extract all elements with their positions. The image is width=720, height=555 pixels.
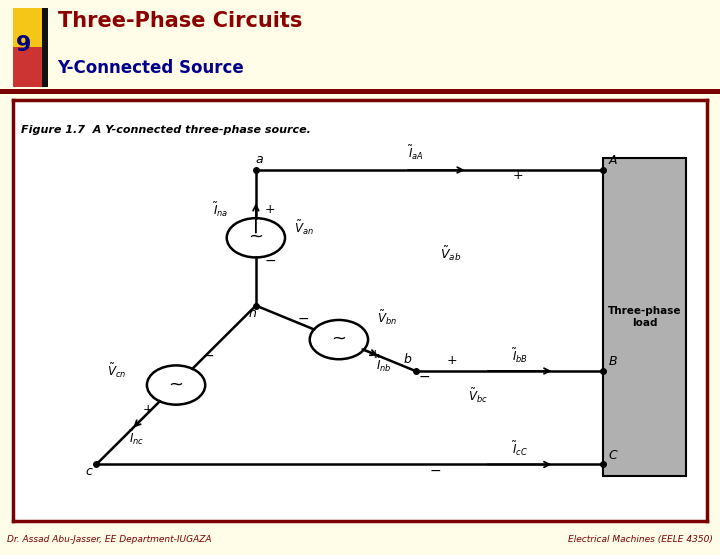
Text: $\tilde{I}_{nb}$: $\tilde{I}_{nb}$: [376, 355, 392, 374]
Text: +: +: [370, 349, 380, 361]
Text: −: −: [297, 312, 309, 326]
Text: −: −: [429, 464, 441, 478]
Text: b: b: [403, 352, 411, 366]
Bar: [13, 8, 42, 87]
Text: +: +: [446, 354, 457, 367]
Text: c: c: [86, 465, 93, 478]
Text: +: +: [143, 403, 154, 416]
Text: $\tilde{I}_{na}$: $\tilde{I}_{na}$: [212, 200, 228, 219]
Text: Dr. Assad Abu-Jasser, EE Department-IUGAZA: Dr. Assad Abu-Jasser, EE Department-IUGA…: [7, 535, 212, 544]
Text: $\tilde{I}_{aA}$: $\tilde{I}_{aA}$: [408, 144, 423, 163]
Text: −: −: [264, 254, 276, 268]
Text: 9: 9: [16, 36, 31, 56]
Text: $\tilde{V}_{ab}$: $\tilde{V}_{ab}$: [440, 244, 461, 263]
Bar: [42, 8, 48, 87]
Text: $\tilde{V}_{cn}$: $\tilde{V}_{cn}$: [107, 361, 126, 380]
Text: $\tilde{V}_{bc}$: $\tilde{V}_{bc}$: [467, 387, 487, 406]
Text: $\tilde{V}_{an}$: $\tilde{V}_{an}$: [294, 219, 314, 237]
Text: +: +: [264, 204, 275, 216]
Text: $\tilde{V}_{bn}$: $\tilde{V}_{bn}$: [377, 309, 397, 327]
Text: Figure 1.7  A Y-connected three-phase source.: Figure 1.7 A Y-connected three-phase sou…: [22, 125, 311, 135]
Text: $\tilde{I}_{cC}$: $\tilde{I}_{cC}$: [512, 440, 528, 458]
Text: A: A: [608, 154, 617, 168]
Text: ~: ~: [331, 330, 346, 347]
Bar: [13, 47, 42, 87]
Text: $\tilde{I}_{bB}$: $\tilde{I}_{bB}$: [512, 346, 528, 365]
Text: B: B: [608, 355, 617, 369]
Text: Three-Phase Circuits: Three-Phase Circuits: [58, 11, 302, 31]
Text: Electrical Machines (EELE 4350): Electrical Machines (EELE 4350): [568, 535, 713, 544]
Text: ~: ~: [168, 375, 184, 393]
Text: ~: ~: [248, 228, 264, 246]
Text: a: a: [256, 153, 264, 166]
Bar: [0, 89, 720, 94]
Text: n: n: [248, 307, 256, 320]
Text: −: −: [419, 370, 431, 384]
Text: −: −: [202, 349, 214, 363]
Text: +: +: [513, 169, 523, 183]
Text: $\tilde{I}_{nc}$: $\tilde{I}_{nc}$: [130, 428, 145, 447]
Text: C: C: [608, 449, 617, 462]
Bar: [603, 158, 686, 476]
Text: Y-Connected Source: Y-Connected Source: [58, 59, 244, 77]
Text: Three-phase
load: Three-phase load: [608, 306, 681, 328]
